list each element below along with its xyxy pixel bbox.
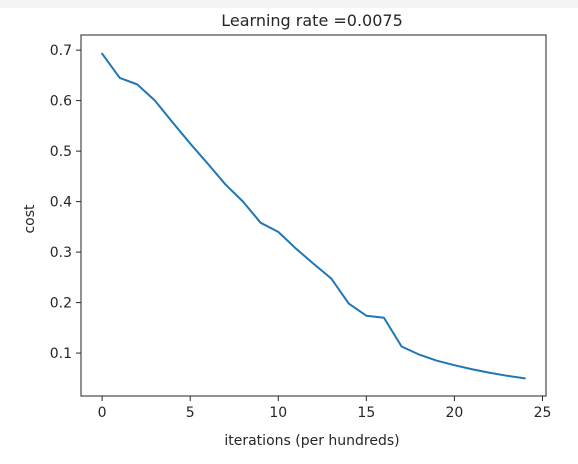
y-tick-label: 0.4: [50, 195, 72, 211]
x-axis-label: iterations (per hundreds): [224, 433, 399, 449]
y-tick-label: 0.7: [50, 43, 72, 59]
x-tick-label: 5: [186, 405, 195, 421]
y-tick-label: 0.3: [50, 245, 72, 261]
y-axis: 0.1 0.2 0.3 0.4 0.5 0.6 0.7: [50, 43, 81, 362]
plot-area: 0 5 10 15 20 25 0.1 0.2 0.3 0.4 0.5 0.6 0.7: [50, 34, 552, 421]
chart-title: Learning rate =0.0075: [221, 11, 403, 30]
y-tick-label: 0.1: [50, 346, 72, 362]
plot-frame: [80, 34, 547, 397]
x-tick-label: 0: [98, 405, 107, 421]
y-tick-label: 0.5: [50, 144, 72, 160]
series-layer: [101, 52, 526, 380]
y-tick-label: 0.2: [50, 296, 72, 312]
x-tick-label: 10: [269, 405, 287, 421]
y-tick-label: 0.6: [50, 94, 72, 110]
cost-series-line: [101, 52, 526, 380]
x-axis: 0 5 10 15 20 25: [98, 396, 552, 421]
top-band: [0, 0, 578, 8]
x-tick-label: 25: [534, 405, 552, 421]
y-axis-label: cost: [22, 204, 38, 234]
x-tick-label: 20: [445, 405, 463, 421]
x-tick-label: 15: [357, 405, 375, 421]
